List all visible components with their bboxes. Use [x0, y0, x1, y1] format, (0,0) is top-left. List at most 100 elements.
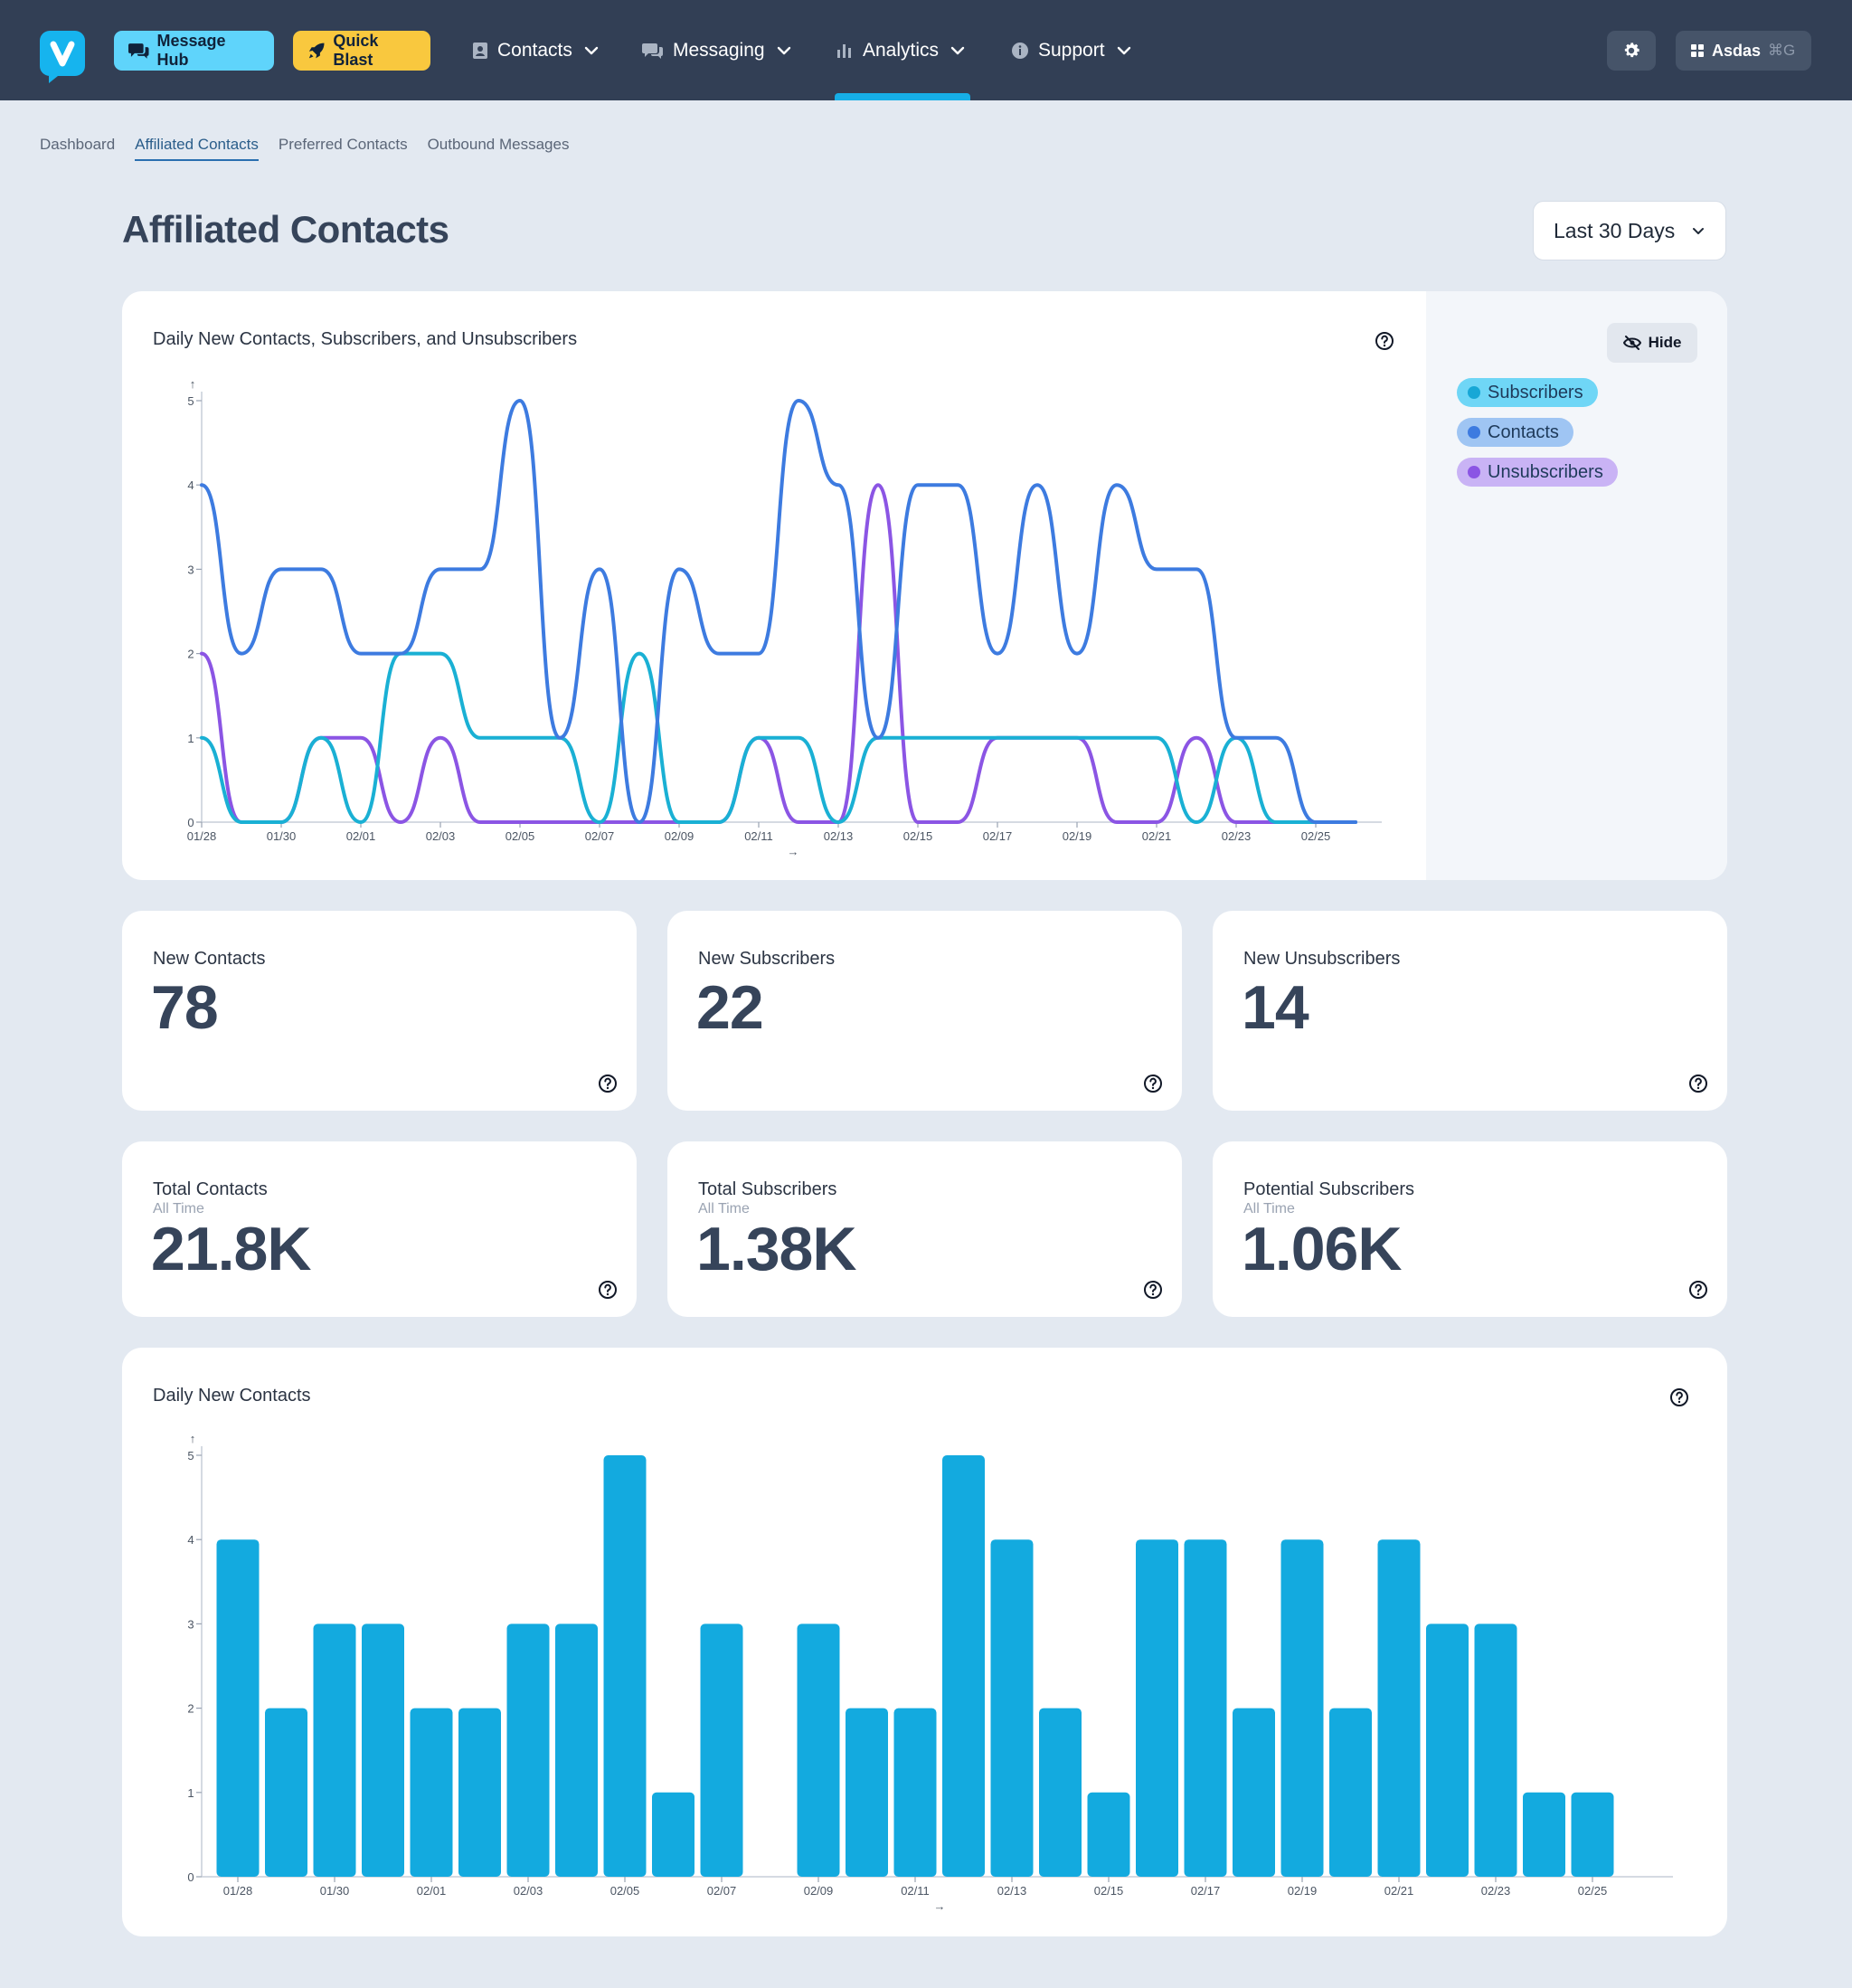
help-icon[interactable] [1375, 331, 1394, 351]
bar-02-15[interactable] [1087, 1792, 1130, 1877]
settings-button[interactable] [1607, 31, 1656, 71]
x-tick-label: 02/07 [707, 1884, 737, 1898]
bar-02-06[interactable] [652, 1792, 694, 1877]
x-tick-label: 02/19 [1063, 829, 1092, 843]
nav-menu-support[interactable]: Support [1011, 31, 1134, 71]
chevron-down-icon [950, 46, 965, 55]
legend-label-contacts: Contacts [1488, 421, 1559, 442]
bar-chart: ↑ → 0 1 2 3 4 5 01/28 01/30 02/01 02/03 02/05 02/07 02… [187, 1432, 1673, 1913]
help-icon[interactable] [1688, 1280, 1708, 1300]
chevron-down-icon [584, 46, 599, 55]
bar-02-19[interactable] [1280, 1539, 1324, 1877]
gear-icon [1624, 43, 1639, 58]
bar-02-01[interactable] [410, 1708, 453, 1877]
line-chart: ↑ → 0 1 2 3 4 5 01/28 01/30 02/01 02/03 02/05 02/07 02… [187, 377, 1382, 858]
series-line-unsubscribers[interactable] [200, 483, 1357, 824]
subnav-dashboard[interactable]: Dashboard [40, 136, 116, 153]
bar-02-21[interactable] [1377, 1539, 1421, 1877]
contact-card-icon [473, 43, 487, 59]
x-tick-label: 02/21 [1142, 829, 1172, 843]
bar-01-30[interactable] [313, 1624, 356, 1877]
bar-02-12[interactable] [942, 1455, 985, 1877]
nav-menu-contacts[interactable]: Contacts [472, 31, 601, 71]
subnav-preferred-contacts[interactable]: Preferred Contacts [278, 136, 408, 153]
help-icon[interactable] [1143, 1074, 1163, 1093]
bar-02-11[interactable] [893, 1708, 937, 1877]
bar-02-10[interactable] [846, 1708, 888, 1877]
bar-02-09[interactable] [797, 1624, 840, 1877]
hide-legend-button[interactable]: Hide [1607, 323, 1697, 363]
active-nav-indicator [835, 93, 970, 100]
eye-off-icon [1622, 336, 1641, 350]
bar-02-17[interactable] [1184, 1539, 1227, 1877]
bar-02-25[interactable] [1571, 1792, 1614, 1877]
date-range-value: Last 30 Days [1554, 218, 1676, 242]
y-tick-label: 4 [187, 478, 194, 492]
message-hub-button[interactable]: Message Hub [114, 31, 274, 71]
help-icon[interactable] [1669, 1387, 1689, 1407]
subnav-outbound-messages[interactable]: Outbound Messages [427, 136, 570, 153]
help-icon[interactable] [1143, 1280, 1163, 1300]
x-tick-label: 02/09 [665, 829, 694, 843]
legend-item-unsubscribers[interactable]: Unsubscribers [1457, 458, 1618, 487]
bar-01-29[interactable] [265, 1708, 307, 1877]
bar-02-04[interactable] [555, 1624, 598, 1877]
stat-card-new-subscribers: New Subscribers 22 [667, 911, 1182, 1111]
bar-02-16[interactable] [1136, 1539, 1178, 1877]
stat-value: 14 [1242, 973, 1309, 1042]
top-navigation: Message Hub Quick Blast Contacts Messagi… [0, 0, 1852, 100]
rocket-icon [308, 43, 325, 59]
nav-menu-support-label: Support [1038, 40, 1105, 61]
series-line-contacts[interactable] [200, 399, 1357, 824]
x-tick-label: 02/07 [585, 829, 615, 843]
legend-item-subscribers[interactable]: Subscribers [1457, 378, 1598, 407]
quick-blast-label: Quick Blast [333, 32, 379, 69]
stat-card-total-subscribers: Total Subscribers All Time 1.38K [667, 1141, 1182, 1317]
bar-02-02[interactable] [458, 1708, 501, 1877]
x-tick-label: 02/25 [1578, 1884, 1608, 1898]
workspace-switcher-button[interactable]: Asdas ⌘G [1676, 31, 1811, 71]
bar-02-14[interactable] [1039, 1708, 1082, 1877]
user-name: Asdas [1712, 41, 1762, 60]
x-axis-arrow: → [788, 845, 799, 858]
stat-label: New Subscribers [698, 949, 836, 969]
x-tick-label: 02/11 [744, 829, 773, 843]
nav-menu-contacts-label: Contacts [497, 40, 572, 61]
app-logo[interactable] [40, 31, 85, 83]
bar-01-28[interactable] [216, 1539, 260, 1877]
bar-01-31[interactable] [362, 1624, 404, 1877]
x-tick-label: 02/01 [417, 1884, 447, 1898]
date-range-select[interactable]: Last 30 Days [1533, 201, 1726, 260]
help-icon[interactable] [598, 1280, 618, 1300]
quick-blast-button[interactable]: Quick Blast [293, 31, 430, 71]
x-tick-label: 02/15 [1094, 1884, 1124, 1898]
bar-02-05[interactable] [603, 1455, 647, 1877]
legend-item-contacts[interactable]: Contacts [1457, 418, 1573, 447]
apps-grid-icon [1691, 44, 1704, 57]
bar-02-03[interactable] [506, 1624, 550, 1877]
bar-02-24[interactable] [1523, 1792, 1565, 1877]
help-icon[interactable] [1688, 1074, 1708, 1093]
bar-02-20[interactable] [1329, 1708, 1372, 1877]
y-tick-label: 0 [187, 1870, 194, 1884]
y-axis-arrow: ↑ [190, 377, 196, 391]
nav-menu-messaging[interactable]: Messaging [642, 31, 794, 71]
stat-card-new-unsubscribers: New Unsubscribers 14 [1213, 911, 1727, 1111]
help-icon[interactable] [598, 1074, 618, 1093]
x-tick-label: 02/21 [1384, 1884, 1414, 1898]
nav-menu-analytics[interactable]: Analytics [836, 31, 968, 71]
bar-02-13[interactable] [990, 1539, 1034, 1877]
x-tick-label: 02/01 [346, 829, 376, 843]
bar-02-23[interactable] [1474, 1624, 1517, 1877]
series-line-subscribers[interactable] [200, 651, 1357, 824]
bar-02-18[interactable] [1233, 1708, 1275, 1877]
stat-card-potential-subscribers: Potential Subscribers All Time 1.06K [1213, 1141, 1727, 1317]
x-tick-label: 02/13 [824, 829, 854, 843]
stat-label: Total Contacts [153, 1179, 268, 1199]
bar-02-22[interactable] [1426, 1624, 1469, 1877]
bar-02-07[interactable] [700, 1624, 743, 1877]
page-title: Affiliated Contacts [122, 208, 449, 251]
x-tick-label: 02/05 [506, 829, 535, 843]
subnav-affiliated-contacts[interactable]: Affiliated Contacts [135, 136, 259, 161]
nav-menu-analytics-label: Analytics [863, 40, 940, 61]
